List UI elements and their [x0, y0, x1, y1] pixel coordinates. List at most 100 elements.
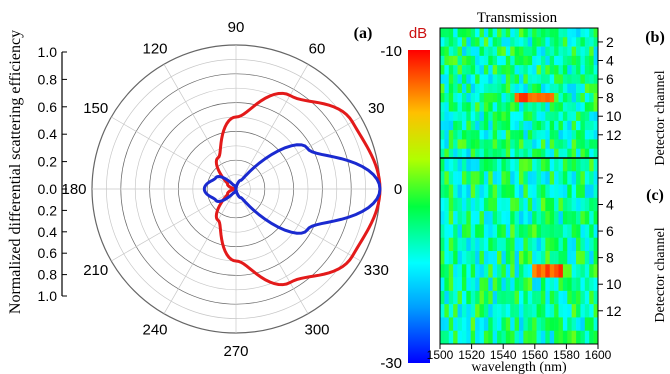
heatmap-cell: [505, 37, 511, 47]
heatmap-cell: [567, 28, 572, 38]
heatmap-cell: [580, 74, 586, 85]
heatmap-cell: [567, 264, 572, 278]
heatmap-cell: [475, 130, 480, 140]
heatmap-cell: [567, 330, 572, 345]
heatmap-cell: [536, 197, 542, 212]
heatmap-cell: [527, 93, 533, 103]
heatmap-cell: [540, 290, 546, 305]
heatmap-cell: [492, 83, 498, 94]
heatmap-cell: [549, 211, 555, 225]
heatmap-cell: [558, 28, 564, 38]
heatmap-cell: [501, 171, 507, 185]
heatmap-cell: [448, 197, 454, 212]
heatmap-cell: [497, 130, 502, 140]
heatmap-cell: [461, 158, 467, 172]
heatmap-cell: [440, 130, 445, 140]
heatmap-cell: [514, 171, 520, 185]
heatmap-cell: [545, 83, 551, 94]
heatmap-cell: [440, 317, 445, 332]
polar-angle-label: 270: [223, 343, 248, 360]
polar-plot: 0 30 60 90 120 150 180 210 240 270 300 330: [61, 19, 402, 360]
heatmap-cell: [589, 83, 594, 94]
heatmap-cell: [457, 139, 463, 150]
heatmap-cell: [580, 237, 586, 252]
heatmap-cell: [461, 224, 467, 239]
heatmap-cell: [584, 277, 590, 292]
heatmap-cell: [492, 237, 498, 252]
panel-label-a: (a): [354, 25, 373, 42]
heatmap-cell: [540, 264, 546, 278]
heatmap-cell: [510, 224, 515, 239]
heatmap-cell: [475, 277, 480, 292]
heatmap-cell: [479, 55, 485, 66]
heatmap-cell: [470, 65, 476, 75]
heatmap-cell: [576, 28, 581, 38]
heatmap-cell: [584, 224, 590, 239]
heatmap-cell: [497, 120, 502, 131]
heatmap-cell: [519, 330, 524, 345]
heatmap-cell: [580, 28, 586, 38]
heatmap-cell: [510, 211, 515, 225]
colorbar: dB -10 -30: [380, 25, 430, 372]
heatmap-cell: [510, 37, 515, 47]
heatmap-cell: [444, 158, 450, 172]
heatmap-cell: [514, 46, 520, 57]
heatmap-cell: [457, 304, 463, 318]
heatmap-cell: [584, 290, 590, 305]
heatmap-cell: [523, 139, 529, 150]
heatmap-ytick-label: 10: [606, 108, 622, 124]
heatmap-cell: [580, 46, 586, 57]
heatmap-cell: [540, 148, 546, 159]
heatmap-cell: [545, 290, 551, 305]
heatmap-cell: [497, 83, 502, 94]
heatmap-cell: [562, 330, 568, 345]
heatmap-cell: [576, 83, 581, 94]
heatmap-cell: [510, 171, 515, 185]
heatmap-cell: [545, 130, 551, 140]
polar-angle-label: 300: [304, 321, 329, 338]
heatmap-cell: [540, 74, 546, 85]
heatmap-cell: [444, 102, 450, 112]
heatmap-cell: [567, 120, 572, 131]
heatmap-cell: [562, 171, 568, 185]
heatmap-cell: [497, 237, 502, 252]
heatmap-cell: [532, 224, 537, 239]
heatmap-cell: [562, 55, 568, 66]
heatmap-cell: [470, 148, 476, 159]
heatmap-cell: [567, 290, 572, 305]
heatmap-cell: [466, 224, 472, 239]
heatmap-cell: [567, 65, 572, 75]
heatmap-cell: [536, 120, 542, 131]
heatmap-cell: [532, 65, 537, 75]
heatmap-cell: [505, 197, 511, 212]
heatmap-cell: [532, 277, 537, 292]
heatmap-cell: [440, 55, 445, 66]
heatmap-cell: [466, 130, 472, 140]
heatmap-cell: [519, 264, 524, 278]
heatmap-cell: [558, 171, 564, 185]
heatmap-cell: [527, 158, 533, 172]
heatmap-cell: [483, 83, 489, 94]
heatmap-cell: [567, 304, 572, 318]
polar-grid-spoke: [235, 188, 361, 262]
heatmap-cell: [457, 28, 463, 38]
heatmap-cell: [519, 277, 524, 292]
heatmap-cell: [448, 277, 454, 292]
heatmap-cell: [527, 111, 533, 122]
heatmap-cell: [571, 93, 577, 103]
heatmap-cell: [576, 317, 581, 332]
heatmap-cell: [519, 251, 524, 265]
heatmap-cell: [505, 120, 511, 131]
heatmap-cell: [505, 65, 511, 75]
heatmap-cell: [444, 237, 450, 252]
heatmap-cell: [571, 65, 577, 75]
radial-tick-label: 0.8: [38, 267, 58, 283]
heatmap-cell: [497, 290, 502, 305]
heatmap-cell: [580, 211, 586, 225]
heatmap-cell: [576, 251, 581, 265]
heatmap-cell: [554, 184, 559, 199]
heatmap-cell: [488, 83, 493, 94]
heatmap-cell: [440, 139, 445, 150]
heatmap-cell: [589, 237, 594, 252]
heatmap-cell: [540, 224, 546, 239]
